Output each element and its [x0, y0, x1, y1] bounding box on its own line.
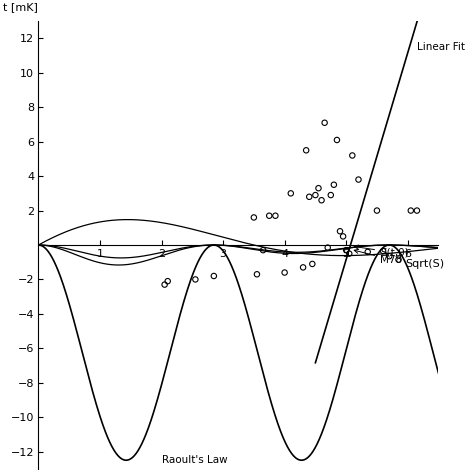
Point	[318, 196, 325, 204]
Point	[192, 276, 199, 283]
Point	[266, 212, 273, 219]
Point	[287, 190, 294, 197]
Point	[364, 248, 372, 256]
Text: t [mK]: t [mK]	[2, 2, 37, 13]
Point	[395, 256, 402, 263]
Text: Raoult's Law: Raoult's Law	[162, 455, 227, 465]
Point	[324, 244, 332, 251]
Point	[385, 253, 393, 260]
Point	[164, 277, 171, 285]
Point	[272, 212, 279, 219]
Point	[312, 191, 319, 199]
Point	[281, 269, 288, 276]
Point	[300, 263, 307, 271]
Point	[336, 228, 344, 235]
Point	[250, 214, 258, 221]
Point	[309, 260, 316, 268]
Point	[379, 247, 387, 255]
Text: M78: M78	[354, 249, 402, 264]
Point	[210, 272, 218, 280]
Point	[327, 191, 334, 199]
Text: Linear Fit: Linear Fit	[417, 42, 465, 52]
Point	[330, 181, 338, 189]
Point	[302, 147, 310, 154]
Point	[306, 193, 313, 201]
Point	[413, 207, 421, 214]
Point	[349, 152, 356, 159]
Point	[260, 246, 267, 254]
Point	[373, 207, 381, 214]
Text: Sqrt(S): Sqrt(S)	[406, 259, 445, 269]
Point	[407, 207, 414, 214]
Point	[346, 250, 353, 257]
Point	[315, 184, 322, 192]
Text: S(t,0): S(t,0)	[354, 245, 409, 258]
Point	[333, 136, 341, 144]
Point	[339, 233, 347, 240]
Point	[342, 246, 350, 254]
Point	[321, 119, 328, 127]
Point	[161, 281, 169, 289]
Point	[253, 271, 261, 278]
Point	[355, 176, 362, 184]
